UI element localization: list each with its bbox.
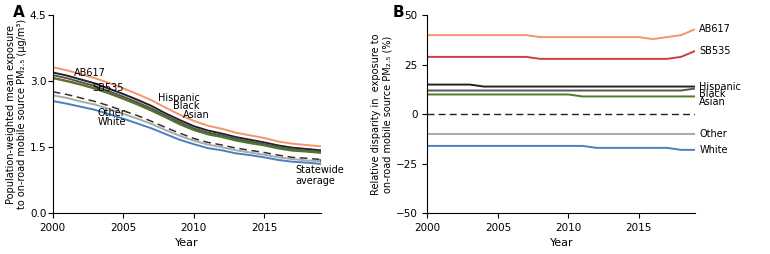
Text: Other: Other — [98, 108, 126, 118]
Text: SB535: SB535 — [699, 46, 731, 56]
Text: Other: Other — [699, 129, 727, 139]
Y-axis label: Relative disparity in  exposure to
on-road mobile source PM₂.₅ (%): Relative disparity in exposure to on-roa… — [371, 34, 393, 195]
Text: AB617: AB617 — [699, 24, 731, 34]
Text: White: White — [98, 117, 126, 127]
Text: Asian: Asian — [699, 97, 726, 107]
Text: Hispanic: Hispanic — [159, 93, 200, 103]
X-axis label: Year: Year — [175, 239, 199, 248]
Text: B: B — [393, 5, 404, 20]
Text: Statewide
average: Statewide average — [295, 160, 344, 186]
Text: White: White — [699, 145, 728, 155]
Text: AB617: AB617 — [74, 68, 105, 78]
Text: A: A — [12, 5, 25, 20]
Text: Black: Black — [172, 101, 199, 111]
Y-axis label: Population-weighted mean exposure
to on-road mobile source PM₂.₅ (μg/m³): Population-weighted mean exposure to on-… — [5, 19, 27, 209]
Text: Asian: Asian — [182, 110, 209, 120]
Text: Black: Black — [699, 89, 726, 100]
X-axis label: Year: Year — [550, 239, 573, 248]
Text: Hispanic: Hispanic — [699, 82, 742, 91]
Text: SB535: SB535 — [92, 83, 124, 93]
